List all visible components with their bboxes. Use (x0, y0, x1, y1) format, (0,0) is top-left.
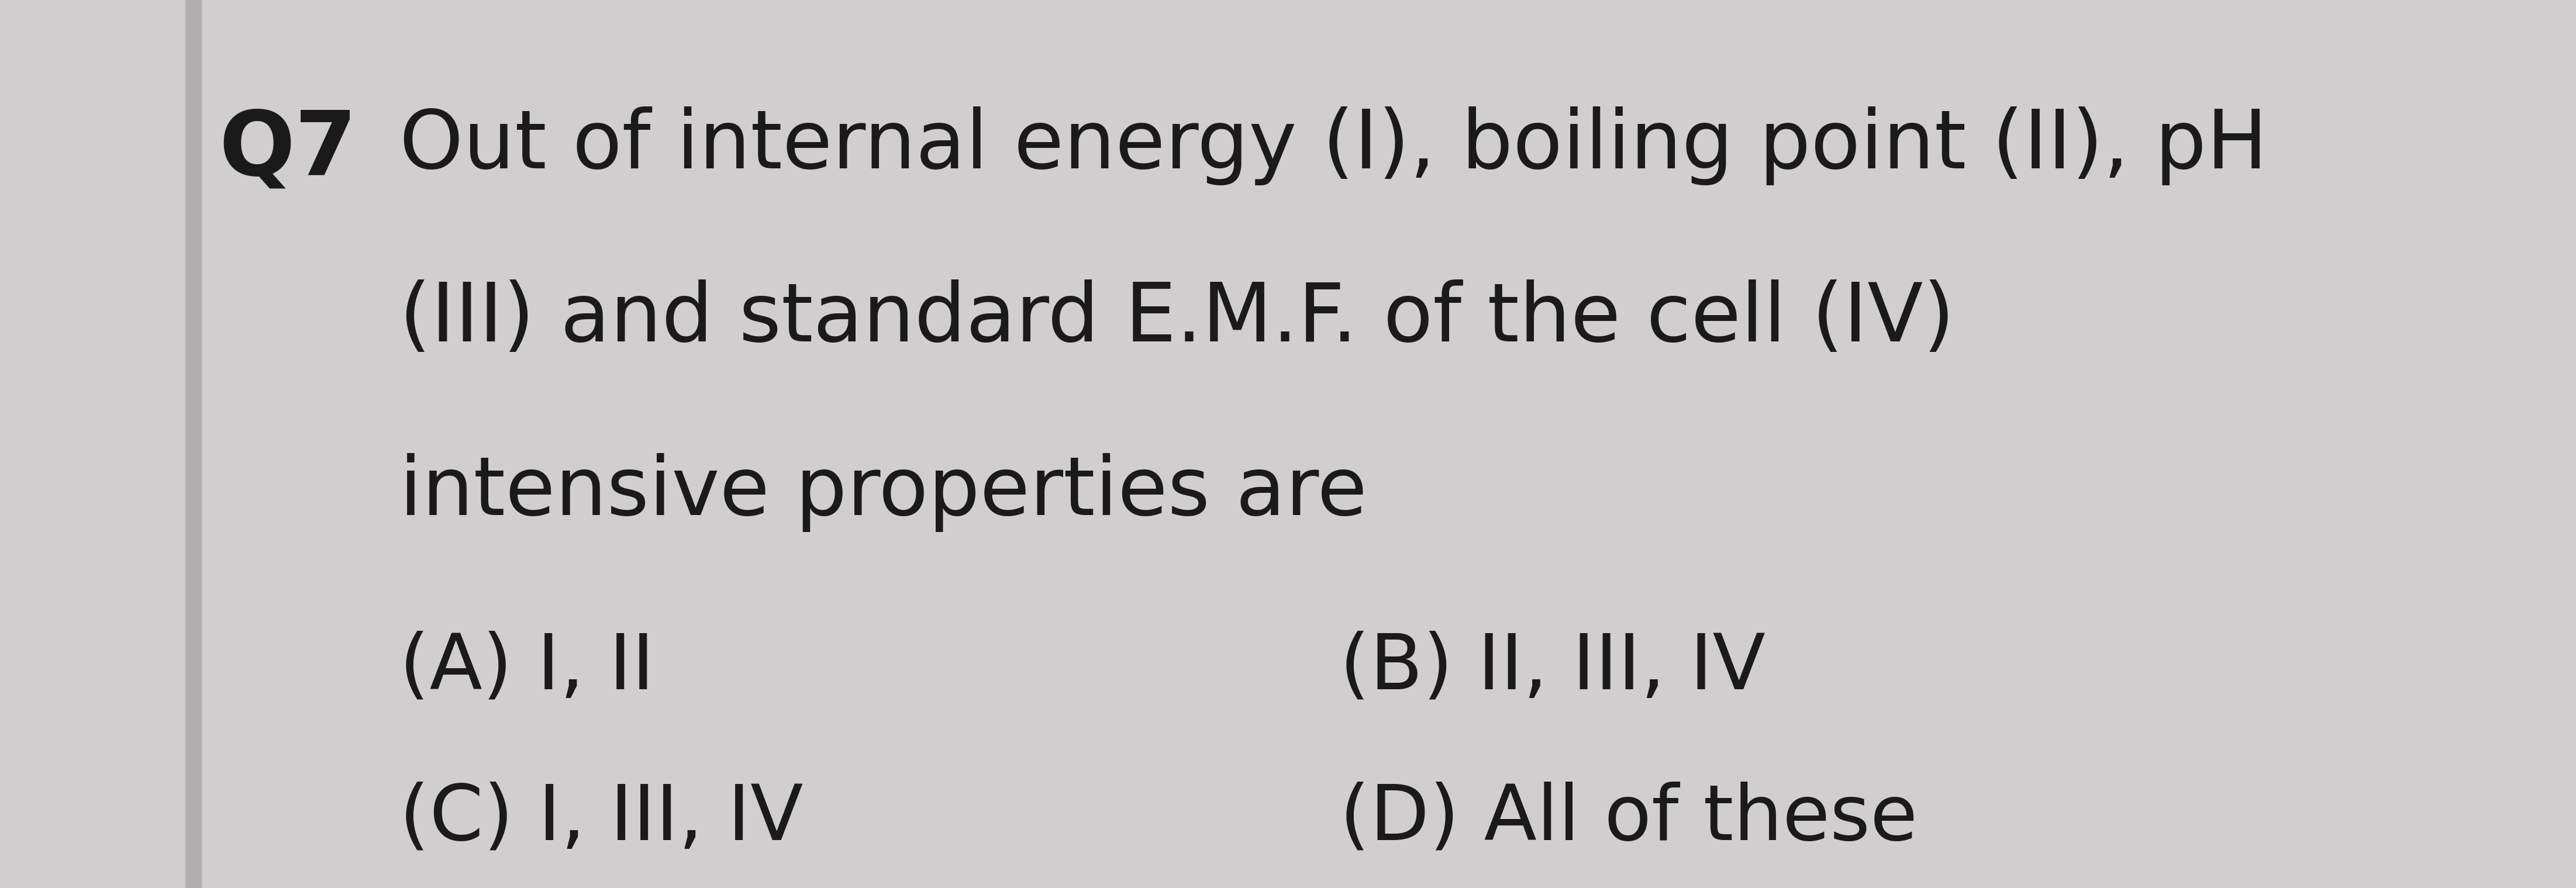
Text: Out of internal energy (I), boiling point (II), pH: Out of internal energy (I), boiling poin… (399, 107, 2267, 186)
Text: (D) All of these: (D) All of these (1340, 781, 1917, 856)
Text: (B) II, III, IV: (B) II, III, IV (1340, 630, 1765, 705)
Text: (A) I, II: (A) I, II (399, 630, 654, 705)
Text: (C) I, III, IV: (C) I, III, IV (399, 781, 804, 856)
Text: intensive properties are: intensive properties are (399, 453, 1368, 532)
Text: (III) and standard E.M.F. of the cell (IV): (III) and standard E.M.F. of the cell (I… (399, 280, 1955, 359)
Bar (185, 0, 201, 888)
Text: Q7: Q7 (219, 107, 358, 194)
